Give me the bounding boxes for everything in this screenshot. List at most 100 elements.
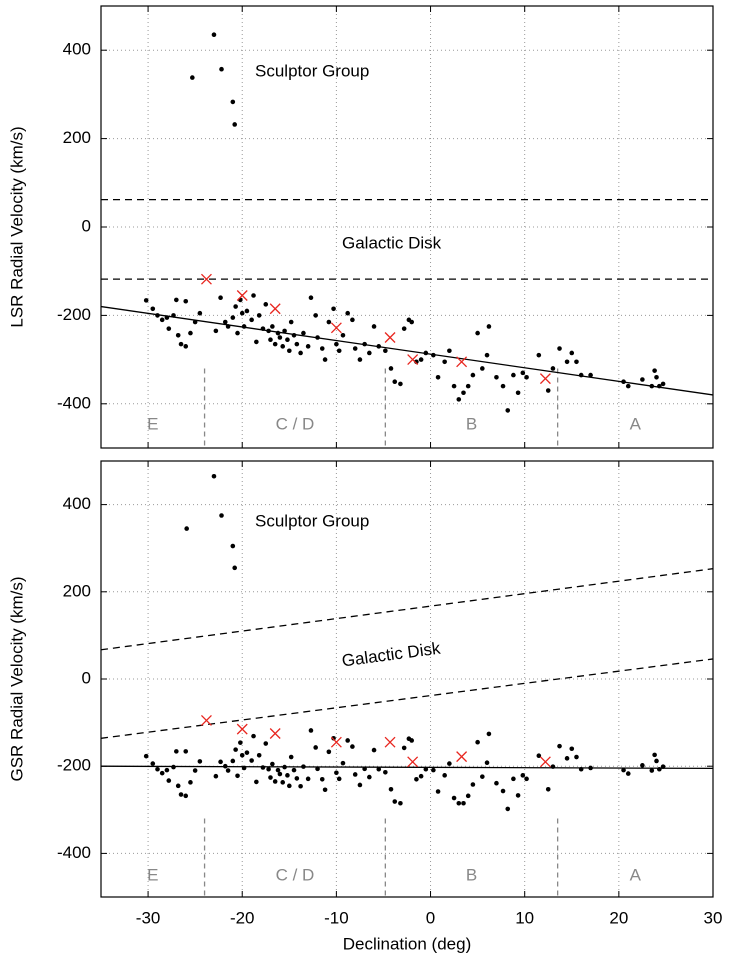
point bbox=[654, 374, 659, 380]
point bbox=[238, 740, 243, 745]
point bbox=[225, 768, 231, 773]
point bbox=[256, 313, 262, 318]
point bbox=[275, 767, 281, 773]
point bbox=[480, 366, 485, 371]
point bbox=[211, 473, 217, 479]
point bbox=[244, 308, 250, 314]
point bbox=[435, 789, 441, 794]
point bbox=[175, 783, 181, 789]
point bbox=[505, 408, 511, 413]
line bbox=[101, 658, 713, 739]
point bbox=[649, 383, 655, 389]
point bbox=[418, 357, 424, 362]
point bbox=[178, 792, 184, 797]
point bbox=[150, 761, 156, 766]
plot-frame bbox=[100, 460, 714, 898]
point bbox=[431, 767, 436, 773]
point bbox=[268, 775, 273, 780]
point bbox=[315, 335, 320, 340]
point bbox=[331, 735, 336, 741]
point bbox=[414, 776, 419, 782]
point bbox=[475, 739, 480, 745]
region-label: A bbox=[630, 865, 642, 884]
point bbox=[588, 372, 593, 378]
point bbox=[280, 780, 286, 785]
point bbox=[235, 330, 240, 336]
point bbox=[371, 324, 377, 329]
point bbox=[442, 359, 447, 365]
point bbox=[657, 383, 662, 389]
point bbox=[143, 753, 149, 759]
point bbox=[574, 754, 579, 760]
point bbox=[319, 346, 325, 351]
point bbox=[524, 776, 529, 782]
point bbox=[494, 374, 499, 380]
point bbox=[520, 370, 526, 376]
point bbox=[244, 750, 250, 755]
point bbox=[230, 758, 236, 764]
point bbox=[288, 754, 294, 760]
point bbox=[574, 359, 579, 365]
point bbox=[511, 372, 516, 378]
point bbox=[277, 771, 283, 777]
cross-point bbox=[407, 354, 419, 366]
point bbox=[447, 348, 452, 354]
point bbox=[313, 745, 318, 750]
point bbox=[287, 783, 292, 789]
point bbox=[409, 319, 415, 325]
point bbox=[578, 372, 584, 378]
line bbox=[101, 305, 713, 396]
point bbox=[392, 379, 398, 385]
point bbox=[282, 328, 287, 334]
point bbox=[409, 738, 415, 743]
point bbox=[280, 344, 286, 349]
point bbox=[319, 776, 325, 782]
point bbox=[340, 760, 346, 766]
point bbox=[308, 728, 314, 733]
point bbox=[263, 302, 269, 307]
point bbox=[235, 773, 240, 779]
point bbox=[331, 306, 336, 312]
point bbox=[465, 793, 471, 799]
point bbox=[334, 770, 339, 776]
y-tick-label: -200 bbox=[57, 756, 91, 775]
point bbox=[350, 744, 355, 749]
point bbox=[398, 381, 403, 387]
point bbox=[388, 787, 394, 792]
point bbox=[376, 766, 382, 772]
point bbox=[484, 352, 490, 358]
point bbox=[660, 764, 666, 769]
point bbox=[625, 771, 631, 776]
point bbox=[569, 350, 575, 356]
point bbox=[270, 761, 275, 767]
cross-point bbox=[456, 751, 468, 763]
point bbox=[447, 761, 452, 766]
point bbox=[461, 390, 466, 396]
point bbox=[431, 352, 436, 358]
point bbox=[383, 770, 388, 775]
point bbox=[171, 764, 176, 770]
point bbox=[484, 760, 490, 766]
x-tick-label: 30 bbox=[704, 908, 723, 927]
point bbox=[423, 766, 429, 772]
point bbox=[401, 745, 407, 751]
point bbox=[275, 330, 281, 336]
region-label: E bbox=[147, 414, 158, 433]
point bbox=[388, 366, 394, 371]
y-axis-label: GSR Radial Velocity (km/s) bbox=[7, 577, 26, 782]
point bbox=[175, 332, 181, 338]
point bbox=[470, 372, 476, 378]
point bbox=[451, 795, 457, 801]
y-tick-label: -200 bbox=[57, 305, 91, 324]
point bbox=[657, 766, 662, 772]
point bbox=[251, 293, 256, 298]
point bbox=[308, 295, 314, 301]
region-label: C / D bbox=[276, 414, 315, 433]
cross-point bbox=[456, 356, 468, 368]
annotation: Galactic Disk bbox=[342, 233, 442, 252]
region-label: B bbox=[466, 865, 477, 884]
point bbox=[183, 793, 189, 799]
point bbox=[652, 752, 657, 758]
point bbox=[178, 341, 184, 347]
point bbox=[357, 782, 363, 788]
